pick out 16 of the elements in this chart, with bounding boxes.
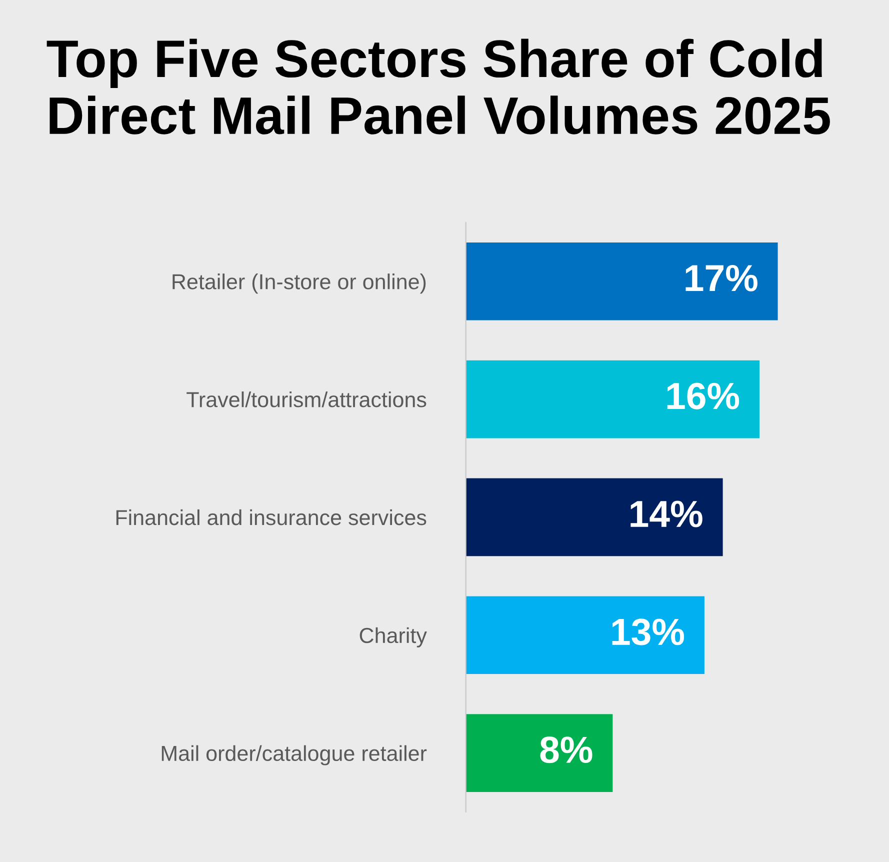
y-tick-label: Mail order/catalogue retailer bbox=[162, 745, 427, 766]
data-label: 17% bbox=[686, 264, 758, 292]
y-tick-label: Travel/tourism/attractions bbox=[186, 391, 426, 408]
y-tick-label: Financial and insurance services bbox=[116, 509, 426, 526]
data-label: 16% bbox=[667, 382, 740, 410]
data-label: 13% bbox=[612, 618, 684, 646]
data-label: 8% bbox=[540, 736, 592, 764]
bar bbox=[466, 360, 760, 438]
bar bbox=[466, 714, 613, 792]
y-tick-label: Charity bbox=[360, 627, 427, 648]
bar bbox=[466, 478, 723, 556]
bar bbox=[466, 242, 778, 320]
y-tick-label: Retailer (In-store or online) bbox=[172, 274, 426, 294]
data-label: 14% bbox=[630, 500, 702, 528]
chart-title: Top Five Sectors Share of Cold Direct Mail Panel Volumes 2025 bbox=[46, 38, 830, 134]
bar bbox=[466, 596, 704, 674]
